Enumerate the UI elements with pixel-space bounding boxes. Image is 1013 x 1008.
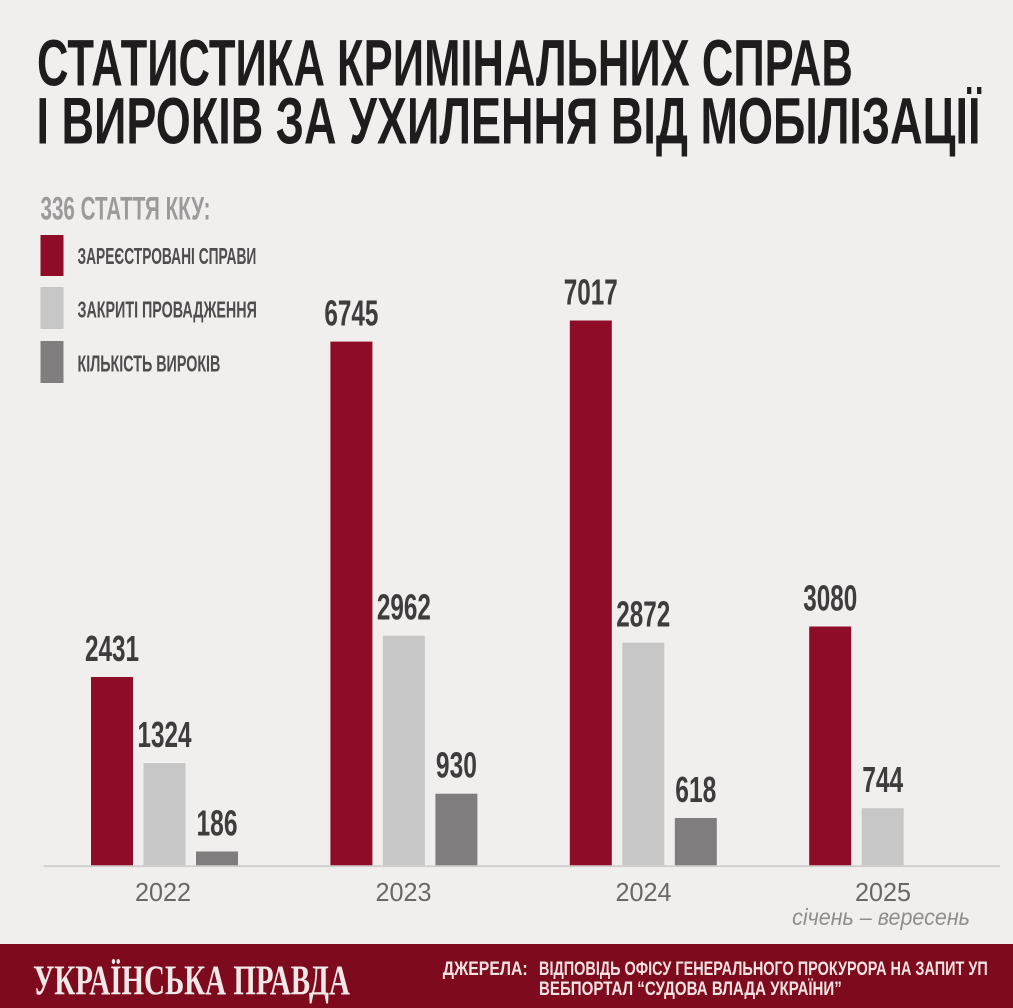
svg-text:1324: 1324 [138, 714, 193, 755]
svg-text:3080: 3080 [803, 578, 857, 619]
svg-text:186: 186 [197, 803, 238, 844]
svg-text:СТАТИСТИКА КРИМІНАЛЬНИХ СПРАВ: СТАТИСТИКА КРИМІНАЛЬНИХ СПРАВ [37, 25, 853, 99]
svg-text:ЗАРЕЄСТРОВАНІ СПРАВИ: ЗАРЕЄСТРОВАНІ СПРАВИ [78, 244, 257, 269]
svg-text:744: 744 [862, 759, 904, 800]
svg-text:січень – вересень: січень – вересень [792, 904, 970, 930]
svg-text:2024: 2024 [616, 879, 672, 907]
svg-text:930: 930 [436, 745, 477, 786]
svg-text:2962: 2962 [377, 587, 431, 628]
svg-text:2431: 2431 [85, 628, 139, 669]
svg-text:ВІДПОВІДЬ ОФІСУ ГЕНЕРАЛЬНОГО П: ВІДПОВІДЬ ОФІСУ ГЕНЕРАЛЬНОГО ПРОКУРОРА Н… [539, 957, 988, 980]
svg-text:І ВИРОКІВ ЗА УХИЛЕННЯ ВІД МОБІ: І ВИРОКІВ ЗА УХИЛЕННЯ ВІД МОБІЛІЗАЦІЇ [37, 84, 982, 158]
svg-text:КІЛЬКІСТЬ ВИРОКІВ: КІЛЬКІСТЬ ВИРОКІВ [78, 352, 221, 377]
svg-text:7017: 7017 [564, 271, 618, 312]
svg-text:336 СТАТТЯ ККУ:: 336 СТАТТЯ ККУ: [41, 191, 211, 227]
svg-text:ЗАКРИТІ ПРОВАДЖЕННЯ: ЗАКРИТІ ПРОВАДЖЕННЯ [78, 298, 257, 323]
svg-text:2022: 2022 [135, 879, 191, 907]
svg-text:2872: 2872 [616, 594, 670, 635]
svg-text:618: 618 [675, 769, 716, 810]
svg-text:УКРАЇНСЬКА ПРАВДА: УКРАЇНСЬКА ПРАВДА [33, 957, 350, 1004]
svg-text:2023: 2023 [376, 879, 432, 907]
svg-text:ВЕБПОРТАЛ “СУДОВА ВЛАДА УКРАЇН: ВЕБПОРТАЛ “СУДОВА ВЛАДА УКРАЇНИ” [539, 977, 842, 999]
svg-text:2025: 2025 [855, 879, 911, 907]
svg-text:6745: 6745 [324, 293, 378, 334]
svg-text:ДЖЕРЕЛА:: ДЖЕРЕЛА: [443, 957, 528, 979]
